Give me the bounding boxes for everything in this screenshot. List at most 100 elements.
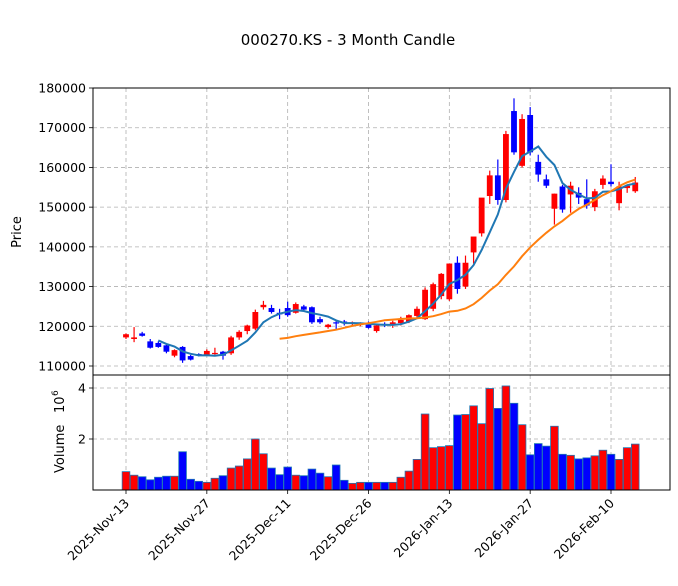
volume-bar bbox=[243, 458, 252, 491]
candle-body bbox=[494, 175, 501, 200]
volume-bar bbox=[259, 453, 268, 491]
volume-bar bbox=[534, 443, 543, 491]
candle-body bbox=[244, 325, 251, 332]
candle-body bbox=[333, 322, 340, 324]
candle bbox=[608, 164, 614, 187]
candle bbox=[519, 114, 525, 168]
price-tick-label: 180000 bbox=[38, 81, 86, 96]
price-tick-label: 160000 bbox=[38, 160, 86, 175]
volume-gridlines bbox=[93, 375, 670, 490]
volume-bar bbox=[566, 454, 575, 491]
price-panel: 110000 120000 130000 140000 150000 160000 1700… bbox=[10, 81, 671, 376]
volume-bar bbox=[461, 414, 470, 491]
x-tick-label: 2025-Nov-13 bbox=[64, 496, 132, 564]
candle-body bbox=[260, 304, 267, 308]
volume-bar bbox=[558, 453, 567, 491]
candle bbox=[470, 236, 477, 264]
candle-body bbox=[608, 181, 614, 185]
candle bbox=[454, 256, 461, 294]
candle-body bbox=[632, 182, 639, 192]
candle bbox=[187, 354, 194, 361]
candle-body bbox=[131, 337, 137, 339]
candle bbox=[567, 181, 574, 213]
volume-exponent-power: 6 bbox=[51, 390, 61, 396]
volume-bar bbox=[606, 453, 616, 491]
volume-bar bbox=[283, 466, 292, 491]
candle bbox=[179, 346, 186, 363]
volume-bar bbox=[445, 445, 454, 491]
candle-body bbox=[430, 284, 437, 309]
candle-body bbox=[519, 118, 525, 166]
volume-bar bbox=[437, 446, 446, 491]
volume-panel: 24 Volume 10 6 bbox=[51, 374, 671, 491]
price-tick-label: 110000 bbox=[38, 359, 86, 374]
price-tick-label: 120000 bbox=[38, 319, 86, 334]
candle-body bbox=[147, 341, 154, 348]
candle-body bbox=[155, 342, 162, 347]
volume-bar bbox=[372, 481, 381, 491]
candle bbox=[535, 154, 542, 182]
candle-body bbox=[268, 308, 275, 312]
price-tick-label: 130000 bbox=[38, 279, 86, 294]
volume-bar bbox=[420, 413, 430, 491]
candle-body bbox=[478, 197, 485, 234]
volume-bar bbox=[331, 464, 341, 491]
volume-bar bbox=[477, 423, 486, 491]
volume-bar bbox=[380, 481, 389, 491]
volume-bar bbox=[267, 467, 276, 491]
candle-body bbox=[535, 161, 542, 175]
candle bbox=[123, 333, 129, 339]
price-y-axis: 110000 120000 130000 140000 150000 160000 1700… bbox=[38, 81, 93, 374]
volume-exponent-base: 10 bbox=[53, 396, 68, 413]
candle bbox=[131, 327, 137, 343]
candle bbox=[527, 107, 534, 156]
candle bbox=[551, 193, 558, 225]
candle-body bbox=[236, 331, 243, 338]
candle bbox=[155, 341, 162, 348]
ma-line-ma5 bbox=[157, 145, 636, 357]
volume-bar bbox=[631, 443, 640, 491]
volume-bar bbox=[453, 414, 462, 491]
candle-body bbox=[373, 325, 380, 332]
candle bbox=[236, 330, 243, 340]
candle-body bbox=[292, 304, 299, 313]
candle-body bbox=[212, 352, 218, 355]
volume-bar bbox=[178, 451, 187, 491]
candle bbox=[543, 174, 550, 189]
candle bbox=[325, 323, 331, 329]
volume-bar bbox=[412, 458, 422, 491]
volume-bar bbox=[210, 477, 220, 491]
volume-bar bbox=[307, 468, 317, 491]
volume-bar bbox=[170, 475, 179, 491]
price-gridlines bbox=[93, 87, 670, 375]
candle-body bbox=[397, 319, 404, 324]
volume-bar bbox=[428, 447, 438, 491]
volume-bar bbox=[622, 447, 632, 491]
candle bbox=[494, 159, 501, 205]
candle bbox=[139, 331, 146, 337]
volume-bar bbox=[542, 445, 551, 491]
x-tick-label: 2025-Dec-11 bbox=[226, 496, 294, 564]
candle-body bbox=[300, 306, 307, 310]
candle-body bbox=[309, 307, 315, 323]
volume-bar bbox=[186, 478, 195, 491]
price-axis-label: Price bbox=[10, 216, 25, 248]
candle bbox=[228, 335, 234, 355]
volume-label-text: Volume bbox=[53, 425, 68, 473]
candle-body bbox=[325, 324, 331, 328]
candle bbox=[212, 347, 218, 355]
x-axis: 2025-Nov-13 2025-Nov-27 2025-Dec-11 2025-De… bbox=[64, 490, 617, 563]
moving-average-lines bbox=[157, 145, 636, 357]
volume-bar bbox=[323, 476, 333, 491]
price-tick-label: 150000 bbox=[38, 200, 86, 215]
x-tick-label: 2025-Nov-27 bbox=[145, 496, 213, 564]
candle bbox=[317, 316, 323, 324]
volume-bar bbox=[469, 405, 478, 491]
candle-body bbox=[365, 324, 372, 328]
candle-body bbox=[470, 236, 477, 253]
candle-body bbox=[616, 186, 622, 204]
volume-bar bbox=[162, 475, 171, 491]
candle bbox=[244, 324, 251, 335]
